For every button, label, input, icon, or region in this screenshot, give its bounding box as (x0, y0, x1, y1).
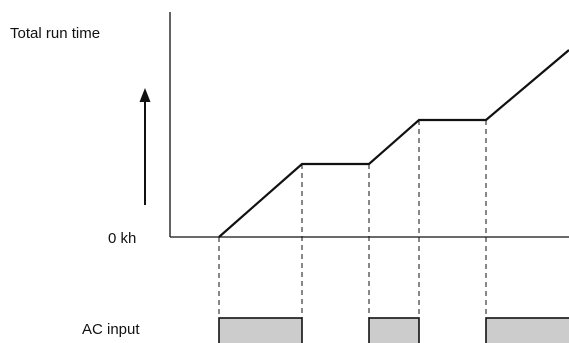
ac-input-pulses (218, 317, 569, 343)
zero-kh-label: 0 kh (108, 230, 136, 247)
dashed-guides (218, 120, 487, 318)
ac-pulse-2 (368, 317, 420, 343)
ac-input-label: AC input (82, 321, 140, 338)
ac-pulse-1 (218, 317, 303, 343)
ac-pulse-3 (485, 317, 569, 343)
up-arrow-icon (139, 88, 151, 205)
run-time-curve (218, 49, 569, 238)
y-axis-title: Total run time (10, 25, 100, 42)
